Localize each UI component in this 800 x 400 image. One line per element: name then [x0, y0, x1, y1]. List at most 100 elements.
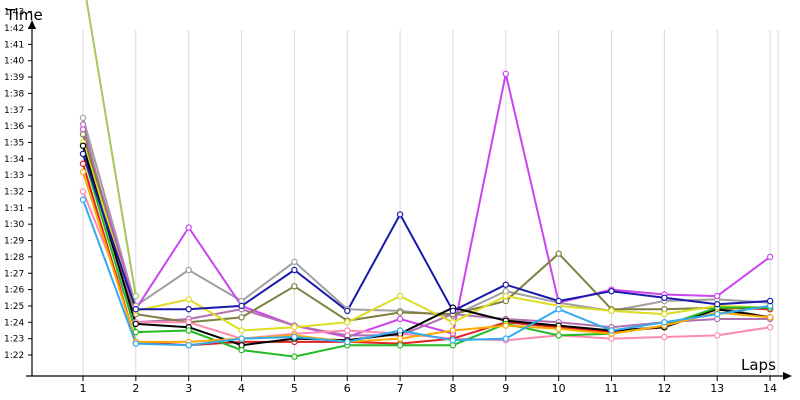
y-tick-label: 1:25	[4, 302, 24, 312]
y-tick-label: 1:30	[4, 220, 24, 230]
x-axis-title: Laps	[741, 356, 776, 374]
series-points	[79, 70, 774, 360]
data-point	[661, 333, 668, 341]
y-tick-label: 1:23	[4, 335, 24, 345]
data-point	[396, 315, 404, 323]
data-point	[291, 283, 298, 290]
y-tick-label: 1:31	[4, 204, 24, 214]
x-tick-label: 4	[238, 382, 245, 395]
data-point	[661, 319, 668, 326]
data-point	[502, 335, 509, 342]
x-tick-label: 2	[132, 382, 139, 395]
y-tick-label: 1:42	[4, 24, 24, 34]
data-point	[555, 297, 562, 305]
y-tick-label: 1:44	[4, 0, 24, 1]
y-tick-label: 1:41	[4, 40, 24, 50]
data-point	[185, 327, 192, 334]
data-point	[714, 301, 721, 308]
data-point	[291, 353, 298, 360]
data-point	[132, 320, 139, 328]
data-point	[766, 253, 774, 261]
data-point	[132, 292, 139, 300]
x-tick-label: 12	[657, 382, 671, 395]
series-line	[82, 117, 771, 317]
series-lines	[82, 0, 771, 358]
y-tick-label: 1:36	[4, 122, 24, 132]
data-point	[714, 332, 721, 339]
data-point	[608, 307, 615, 315]
y-tick-label: 1:43	[4, 8, 24, 18]
data-point	[132, 340, 139, 347]
y-tick-label: 1:38	[4, 89, 24, 99]
data-point	[238, 346, 245, 354]
data-point	[396, 211, 404, 218]
data-point	[449, 307, 457, 315]
data-point	[79, 160, 87, 167]
data-point	[238, 314, 245, 321]
data-point	[502, 281, 509, 288]
data-point	[132, 306, 139, 313]
x-tick-label: 10	[552, 382, 566, 395]
y-tick-label: 1:29	[4, 237, 24, 247]
y-tick-label: 1:26	[4, 286, 24, 296]
data-point	[79, 150, 87, 158]
data-point	[555, 306, 562, 313]
data-point	[555, 250, 562, 257]
data-point	[238, 335, 245, 342]
series-line	[82, 134, 771, 324]
x-tick-label: 1	[80, 382, 87, 395]
data-point	[449, 319, 457, 326]
data-point	[291, 333, 298, 341]
data-point	[185, 342, 192, 349]
x-tick-label: 7	[397, 382, 404, 395]
x-tick-label: 6	[344, 382, 351, 395]
x-tick-label: 9	[502, 382, 509, 395]
x-tick-label: 5	[291, 382, 298, 395]
series-line	[82, 72, 771, 338]
data-point	[79, 196, 87, 203]
y-axis-arrow	[28, 20, 36, 29]
data-point	[185, 296, 192, 303]
y-tick-label: 1:34	[4, 155, 24, 165]
data-point	[396, 335, 404, 342]
data-point	[449, 327, 457, 334]
data-point	[79, 114, 87, 122]
series-line	[82, 153, 771, 312]
data-point	[238, 327, 245, 334]
data-point	[185, 306, 192, 313]
data-point	[344, 307, 351, 315]
data-point	[555, 332, 562, 339]
data-point	[238, 302, 245, 310]
data-point	[396, 309, 404, 316]
x-tick-label: 3	[185, 382, 192, 395]
y-tick-label: 1:40	[4, 57, 24, 67]
data-point	[766, 297, 774, 305]
data-point	[132, 328, 139, 336]
y-tick-label: 1:39	[4, 73, 24, 83]
data-point	[344, 338, 351, 346]
data-point	[79, 188, 87, 195]
data-point	[344, 327, 351, 334]
data-point	[608, 288, 615, 295]
y-tick-label: 1:24	[4, 318, 24, 328]
x-ticks: 1 2 3 4 5 6 7 8 9 10 11 12 13 14	[80, 376, 777, 395]
data-point	[396, 342, 404, 349]
data-point	[608, 327, 615, 334]
data-point	[344, 319, 351, 326]
series-line	[82, 171, 771, 343]
y-tick-label: 1:28	[4, 253, 24, 263]
data-point	[291, 258, 298, 265]
data-point	[79, 168, 87, 176]
data-point	[291, 324, 298, 331]
data-point	[766, 324, 774, 331]
data-point	[449, 337, 457, 344]
data-point	[185, 224, 192, 231]
data-point	[396, 292, 404, 300]
y-tick-label: 1:35	[4, 138, 24, 148]
x-tick-label: 13	[710, 382, 724, 395]
data-point	[502, 292, 509, 300]
x-axis-arrow	[783, 372, 792, 380]
y-tick-label: 1:37	[4, 106, 24, 116]
data-point	[661, 294, 668, 301]
